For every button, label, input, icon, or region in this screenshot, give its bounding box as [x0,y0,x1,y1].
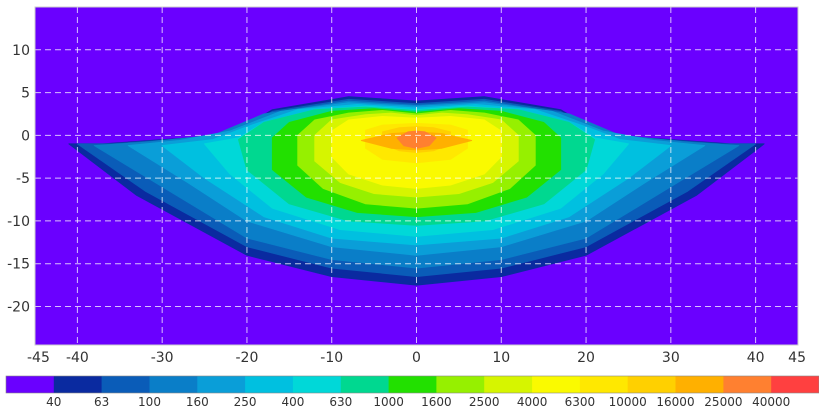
x-tick-label: -45 [27,350,50,366]
legend-swatch [53,376,103,393]
y-tick-label: 0 [21,128,30,144]
color-legend: 40 63 100 160 250 400 630 1000 1600 2500 4000 6300 1… [5,375,819,409]
legend-swatch [6,376,55,393]
legend-swatch [579,376,629,393]
legend-swatch [292,376,342,393]
legend-swatch [532,376,581,393]
legend-frame [5,375,819,394]
legend-label: 100 [138,395,161,409]
legend-swatch [484,376,533,393]
legend-label: 1600 [421,395,452,409]
x-tick-label: 20 [577,350,595,366]
legend-label: 160 [186,395,209,409]
legend-swatch [149,376,198,393]
x-axis: -45 -40 -30 -20 -10 0 10 20 30 40 45 [27,350,806,366]
legend-swatch [627,376,677,393]
legend-label: 400 [281,395,304,409]
grid-layer [35,7,798,345]
y-tick-label: -5 [16,171,30,187]
legend-swatch [340,376,390,393]
x-tick-label: -30 [151,350,174,366]
y-tick-label: -20 [7,299,30,315]
legend-label: 40 [46,395,61,409]
legend-swatch [675,376,724,393]
x-tick-label: -10 [320,350,343,366]
legend-label: 6300 [565,395,596,409]
x-tick-label: 0 [412,350,421,366]
legend-swatch [771,376,819,393]
legend-label: 10000 [609,395,647,409]
y-tick-label: 10 [12,43,30,59]
x-tick-label: 30 [662,350,680,366]
legend-label: 40000 [752,395,790,409]
x-tick-label: 45 [788,350,806,366]
legend-label: 250 [234,395,257,409]
legend-label: 16000 [656,395,694,409]
legend-label: 2500 [469,395,500,409]
x-tick-label: 40 [747,350,765,366]
x-tick-label: -20 [236,350,259,366]
legend-label: 1000 [373,395,404,409]
legend-label: 4000 [517,395,548,409]
legend-label: 630 [329,395,352,409]
y-tick-label: -15 [7,257,30,273]
legend-label: 63 [94,395,109,409]
legend-label: 25000 [704,395,742,409]
y-tick-label: -10 [7,214,30,230]
legend-swatch [436,376,485,393]
y-tick-label: 5 [21,86,30,102]
legend-swatch [723,376,772,393]
legend-swatch [197,376,246,393]
x-tick-label: 10 [492,350,510,366]
y-axis: 10 5 0 -5 -10 -15 -20 [7,43,30,316]
plot-border [34,6,799,346]
legend-swatch [101,376,150,393]
x-tick-label: -40 [66,350,89,366]
legend-swatch [388,376,437,393]
legend-swatch [245,376,294,393]
